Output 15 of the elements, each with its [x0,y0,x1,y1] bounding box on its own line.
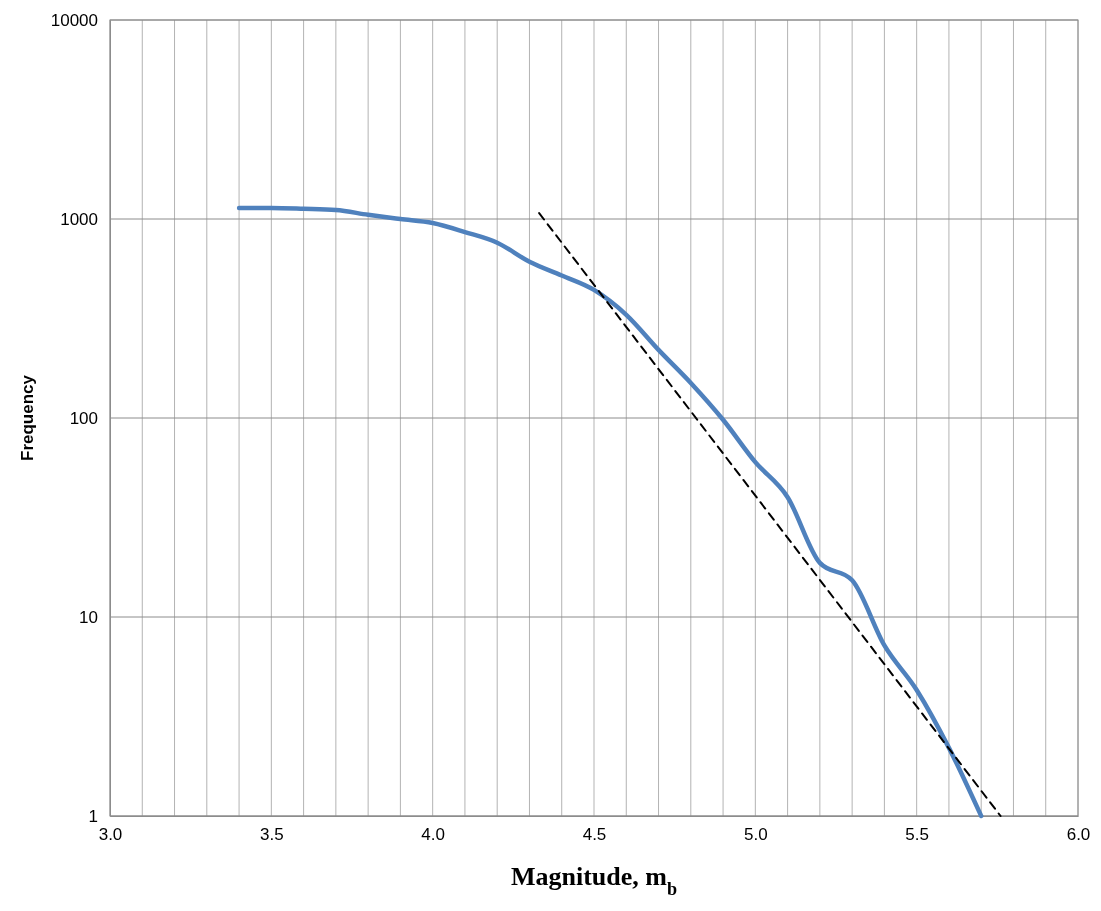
y-tick-label: 10 [79,607,98,627]
x-tick-label: 5.5 [905,825,929,845]
x-tick-label: 3.5 [260,825,284,845]
y-axis-title: Frequency [18,374,37,461]
x-tick-label: 6.0 [1066,825,1091,845]
y-tick-label: 1 [88,806,98,826]
x-axis-title: Magnitude, m$_{b}$ [510,862,678,899]
line-series [236,205,984,819]
y-tick-label: 100 [69,408,98,428]
y-tick-label: 10000 [50,10,98,30]
y-tick-label: 1000 [60,209,98,229]
x-tick-label: 5.0 [744,825,768,845]
x-tick-label: 4.5 [582,825,607,845]
x-tick-label: 3.0 [98,825,123,845]
x-tick-label: 4.0 [421,825,445,845]
